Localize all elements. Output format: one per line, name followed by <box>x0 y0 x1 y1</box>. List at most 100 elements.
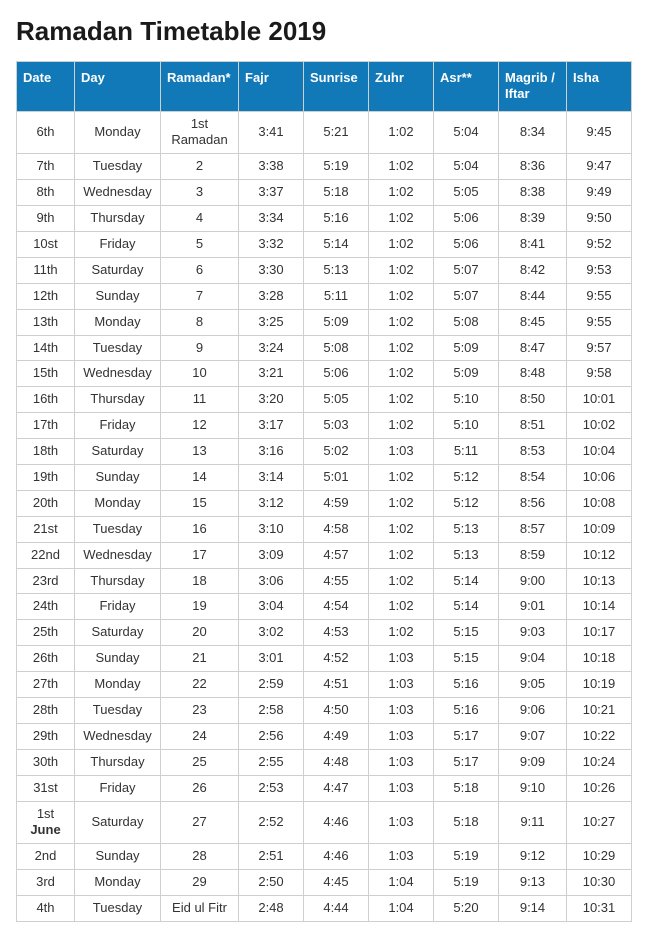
table-cell: 8:50 <box>499 387 567 413</box>
table-cell: 10:21 <box>567 697 632 723</box>
table-cell: 9 <box>161 335 239 361</box>
table-cell: 14 <box>161 464 239 490</box>
table-cell: 2:58 <box>239 697 304 723</box>
table-row: 31stFriday262:534:471:035:189:1010:26 <box>17 775 632 801</box>
table-cell: Tuesday <box>75 516 161 542</box>
column-header: Magrib / Iftar <box>499 62 567 112</box>
table-cell: 3:06 <box>239 568 304 594</box>
table-cell: 10:17 <box>567 620 632 646</box>
table-cell: 4:46 <box>304 844 369 870</box>
table-cell: 5:15 <box>434 620 499 646</box>
table-cell: 4:47 <box>304 775 369 801</box>
table-cell: 19 <box>161 594 239 620</box>
table-cell: 9:52 <box>567 231 632 257</box>
table-cell: 3 <box>161 180 239 206</box>
table-cell: 5:06 <box>304 361 369 387</box>
table-cell: 21 <box>161 646 239 672</box>
table-cell: 5:10 <box>434 413 499 439</box>
table-cell: 5:10 <box>434 387 499 413</box>
table-row: 19thSunday143:145:011:025:128:5410:06 <box>17 464 632 490</box>
table-cell: 8 <box>161 309 239 335</box>
table-cell: 10:12 <box>567 542 632 568</box>
table-cell: 10:24 <box>567 749 632 775</box>
table-cell: 4:49 <box>304 723 369 749</box>
table-cell: 8th <box>17 180 75 206</box>
table-cell: 9:03 <box>499 620 567 646</box>
table-cell: 1:03 <box>369 697 434 723</box>
table-cell: 5:04 <box>434 154 499 180</box>
table-cell: 1:02 <box>369 361 434 387</box>
table-cell: Thursday <box>75 568 161 594</box>
table-cell: Sunday <box>75 283 161 309</box>
table-row: 25thSaturday203:024:531:025:159:0310:17 <box>17 620 632 646</box>
table-cell: 4:59 <box>304 490 369 516</box>
table-cell: 5:16 <box>304 206 369 232</box>
table-cell: 8:54 <box>499 464 567 490</box>
table-cell: 5:17 <box>434 723 499 749</box>
table-cell: 12th <box>17 283 75 309</box>
table-cell: 3:30 <box>239 257 304 283</box>
table-cell: 1:03 <box>369 439 434 465</box>
table-cell: 10:06 <box>567 464 632 490</box>
table-cell: 5:15 <box>434 646 499 672</box>
table-cell: 8:57 <box>499 516 567 542</box>
table-cell: 5:08 <box>434 309 499 335</box>
table-row: 16thThursday113:205:051:025:108:5010:01 <box>17 387 632 413</box>
table-cell: 20 <box>161 620 239 646</box>
table-cell: 8:36 <box>499 154 567 180</box>
table-cell: 18 <box>161 568 239 594</box>
table-cell: 1:02 <box>369 154 434 180</box>
table-cell: 12 <box>161 413 239 439</box>
table-cell: 30th <box>17 749 75 775</box>
table-cell: 3:20 <box>239 387 304 413</box>
table-cell: 10:09 <box>567 516 632 542</box>
table-cell: 1:03 <box>369 646 434 672</box>
table-cell: 11th <box>17 257 75 283</box>
table-cell: Saturday <box>75 620 161 646</box>
table-cell: 7 <box>161 283 239 309</box>
table-cell: 24th <box>17 594 75 620</box>
table-cell: Friday <box>75 231 161 257</box>
table-cell: 10:14 <box>567 594 632 620</box>
table-cell: 2nd <box>17 844 75 870</box>
column-header: Ramadan* <box>161 62 239 112</box>
table-cell: 10:01 <box>567 387 632 413</box>
table-cell: 23 <box>161 697 239 723</box>
table-cell: 18th <box>17 439 75 465</box>
table-cell: 1:02 <box>369 387 434 413</box>
table-cell: 10:02 <box>567 413 632 439</box>
table-cell: Wednesday <box>75 542 161 568</box>
table-cell: 29 <box>161 870 239 896</box>
table-cell: 1:02 <box>369 257 434 283</box>
table-cell: 24 <box>161 723 239 749</box>
table-row: 7thTuesday23:385:191:025:048:369:47 <box>17 154 632 180</box>
table-cell: 4:46 <box>304 801 369 844</box>
table-cell: Eid ul Fitr <box>161 896 239 922</box>
table-row: 6thMonday1stRamadan3:415:211:025:048:349… <box>17 111 632 154</box>
table-cell: 1:02 <box>369 335 434 361</box>
table-cell: 9:00 <box>499 568 567 594</box>
table-cell: 1:02 <box>369 283 434 309</box>
table-cell: 2:52 <box>239 801 304 844</box>
table-cell: 9:45 <box>567 111 632 154</box>
column-header: Zuhr <box>369 62 434 112</box>
table-cell: Sunday <box>75 844 161 870</box>
table-cell: Monday <box>75 490 161 516</box>
table-cell: 1:02 <box>369 516 434 542</box>
table-cell: 5:18 <box>434 775 499 801</box>
table-cell: 4:58 <box>304 516 369 542</box>
table-cell: 4:54 <box>304 594 369 620</box>
table-cell: 5:13 <box>434 516 499 542</box>
table-cell: 5:14 <box>304 231 369 257</box>
table-cell: Monday <box>75 111 161 154</box>
table-cell: Friday <box>75 594 161 620</box>
table-cell: 5:13 <box>304 257 369 283</box>
table-cell: 4:45 <box>304 870 369 896</box>
table-cell: 8:59 <box>499 542 567 568</box>
table-cell: 8:56 <box>499 490 567 516</box>
table-cell: 5:09 <box>304 309 369 335</box>
table-head: DateDayRamadan*FajrSunriseZuhrAsr**Magri… <box>17 62 632 112</box>
table-cell: 4:53 <box>304 620 369 646</box>
table-cell: 21st <box>17 516 75 542</box>
table-cell: Friday <box>75 413 161 439</box>
